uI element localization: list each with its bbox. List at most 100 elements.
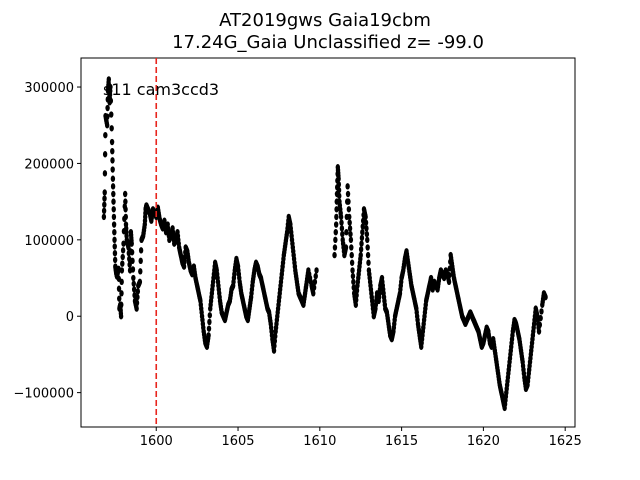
- x-tick-label: 1625: [549, 434, 582, 449]
- data-point: [353, 301, 359, 308]
- data-point: [104, 122, 110, 129]
- data-point: [123, 213, 128, 221]
- data-point: [135, 293, 140, 301]
- data-point: [345, 183, 350, 190]
- data-point: [349, 244, 354, 251]
- y-tick-label: 300000: [24, 81, 74, 96]
- data-point: [102, 170, 108, 177]
- data-point: [539, 308, 544, 315]
- y-tick-label: 200000: [24, 157, 74, 172]
- data-point: [111, 213, 117, 221]
- data-point: [313, 272, 318, 280]
- data-point: [358, 251, 363, 259]
- data-point: [110, 175, 116, 182]
- plot-frame: [80, 57, 576, 428]
- data-point: [346, 198, 351, 205]
- data-point: [363, 213, 368, 221]
- data-point: [336, 175, 341, 182]
- data-point: [103, 131, 108, 139]
- data-point: [117, 295, 122, 302]
- data-point: [314, 267, 319, 274]
- data-point: [111, 198, 116, 205]
- data-point: [543, 293, 548, 301]
- data-point: [271, 347, 277, 354]
- data-point: [360, 223, 365, 230]
- data-point: [536, 328, 542, 335]
- data-point: [206, 325, 212, 332]
- data-point: [350, 272, 356, 280]
- data-point: [112, 228, 117, 236]
- data-point: [206, 332, 211, 339]
- data-point: [446, 278, 452, 286]
- x-tick-label: 1620: [467, 434, 500, 449]
- data-point: [347, 213, 352, 221]
- data-point: [109, 138, 115, 146]
- data-point: [135, 288, 141, 295]
- data-point: [311, 290, 316, 297]
- data-point: [110, 166, 115, 173]
- data-point: [348, 236, 354, 244]
- data-point: [348, 230, 353, 238]
- data-point: [354, 296, 359, 304]
- data-point: [120, 247, 126, 254]
- data-point: [337, 192, 342, 200]
- data-point: [112, 250, 118, 257]
- ccd-annotation: s11 cam3ccd3: [103, 80, 219, 99]
- data-point: [360, 228, 365, 236]
- data-points: [101, 76, 548, 412]
- data-point: [336, 181, 342, 188]
- data-point: [343, 244, 349, 251]
- data-point: [334, 213, 339, 221]
- data-point: [333, 228, 338, 236]
- y-tick-label: 0: [66, 310, 74, 325]
- data-point: [102, 195, 107, 202]
- data-point: [344, 228, 349, 236]
- data-point: [345, 190, 351, 198]
- data-point: [350, 267, 355, 274]
- data-point: [110, 183, 116, 190]
- data-point: [537, 321, 543, 329]
- data-point: [351, 284, 356, 291]
- data-point: [333, 221, 339, 228]
- data-point: [131, 274, 136, 282]
- data-point: [121, 240, 126, 247]
- data-point: [112, 236, 117, 244]
- data-point: [105, 113, 110, 120]
- y-tick-label: 100000: [24, 234, 74, 249]
- data-point: [129, 240, 134, 247]
- data-point: [358, 246, 364, 253]
- data-point: [129, 249, 135, 256]
- data-point: [116, 285, 122, 292]
- data-point: [111, 221, 117, 228]
- data-point: [334, 206, 339, 213]
- data-point: [123, 198, 128, 205]
- data-point: [338, 213, 344, 221]
- data-point: [131, 280, 136, 287]
- data-point: [122, 190, 128, 198]
- data-point: [120, 253, 125, 261]
- data-point: [312, 278, 318, 286]
- data-point: [101, 213, 107, 221]
- y-axis-ticks: −100000 0 100000 200000 300000: [13, 81, 81, 402]
- data-point: [538, 314, 543, 322]
- data-point: [109, 125, 114, 132]
- data-point: [364, 230, 370, 238]
- data-point: [365, 244, 370, 251]
- x-axis-ticks: 1600 1605 1610 1615 1620 1625: [140, 427, 582, 449]
- data-point: [111, 190, 116, 198]
- data-point: [311, 284, 317, 291]
- data-point: [365, 251, 371, 259]
- y-tick-label: −100000: [13, 387, 74, 402]
- data-point: [272, 337, 278, 345]
- data-point: [354, 292, 359, 299]
- data-point: [332, 244, 338, 251]
- data-point: [332, 251, 337, 259]
- data-point: [101, 207, 107, 214]
- data-point: [110, 157, 115, 164]
- data-point: [120, 260, 125, 267]
- data-point: [339, 219, 344, 226]
- data-point: [134, 305, 139, 312]
- data-point: [138, 247, 144, 254]
- data-point: [347, 219, 352, 226]
- data-point: [110, 148, 115, 155]
